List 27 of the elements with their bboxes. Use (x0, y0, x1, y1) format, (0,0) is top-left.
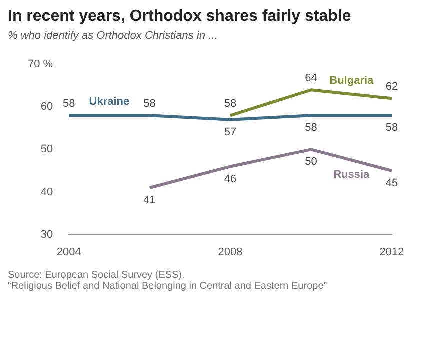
x-tick-label: 2008 (218, 246, 243, 258)
chart-title: In recent years, Orthodox shares fairly stable (8, 8, 352, 26)
source-note: Source: European Social Survey (ESS). (8, 270, 186, 281)
series-label: Bulgaria (330, 74, 375, 87)
data-label: 46 (224, 173, 237, 186)
data-label: 41 (144, 194, 156, 207)
data-label: 58 (305, 122, 318, 134)
series-label: Ukraine (89, 96, 130, 108)
text: “Religious Belief and National Belonging in Central and Eastern Europe” (8, 281, 328, 292)
chart-subtitle: % who identify as Orthodox Christians in ... (8, 30, 219, 42)
data-label: 64 (305, 72, 318, 85)
data-label: 58 (62, 98, 76, 110)
y-tick-label: 70 % (28, 58, 54, 71)
data-label: 62 (386, 81, 398, 94)
x-tick-label: 2012 (380, 246, 404, 258)
data-label: 45 (386, 178, 398, 190)
y-tick-label: 40 (40, 186, 54, 198)
y-tick-label: 50 (40, 144, 54, 156)
series-label: Russia (334, 168, 371, 181)
data-label: 58 (224, 98, 237, 110)
data-label: 57 (224, 126, 237, 138)
y-tick-label: 30 (40, 228, 54, 241)
x-tick-label: 2004 (56, 246, 82, 258)
data-label: 58 (386, 122, 398, 134)
data-label: 58 (144, 98, 156, 110)
data-label: 50 (305, 156, 318, 168)
y-tick-label: 60 (40, 101, 54, 114)
